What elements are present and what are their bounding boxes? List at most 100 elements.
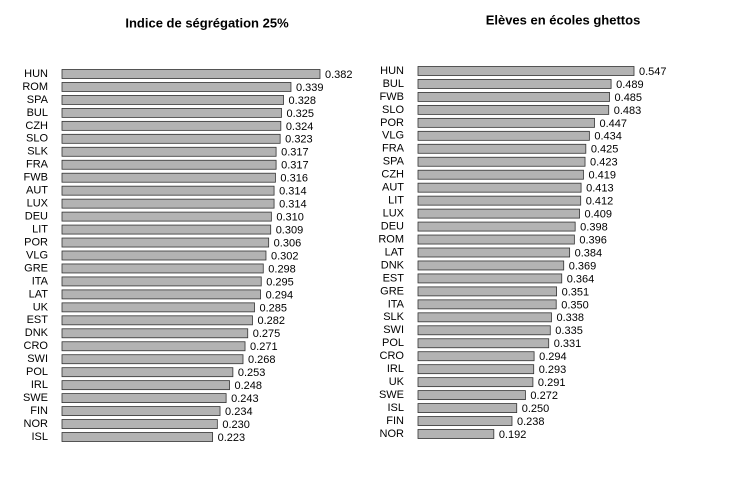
bar [61,69,321,79]
value-label: 0.316 [280,173,308,185]
bar [417,364,535,375]
bar [417,286,558,297]
bar [417,208,580,219]
bar [417,117,595,128]
value-label: 0.413 [586,183,614,195]
category-label: HUN [24,68,48,80]
bar [417,156,586,167]
bar [417,66,635,76]
category-label: LIT [388,195,404,207]
value-label: 0.268 [248,354,276,366]
category-label: HUN [380,65,404,77]
bar [417,247,571,258]
category-label: ISL [387,402,404,414]
category-label: FWB [24,172,48,184]
category-label: ITA [32,275,49,287]
value-label: 0.317 [281,160,309,172]
category-label: UK [389,376,405,388]
value-label: 0.250 [522,403,550,415]
value-label: 0.285 [259,302,287,314]
bar [61,159,277,170]
value-label: 0.230 [222,419,250,431]
bar [417,79,612,89]
value-label: 0.409 [585,209,613,221]
value-label: 0.271 [250,341,278,353]
category-label: POR [24,236,48,248]
bar [61,406,221,416]
category-label: ROM [378,233,404,245]
bar [61,328,249,339]
bar [417,182,582,193]
value-label: 0.325 [287,108,315,120]
bar [61,82,292,92]
value-label: 0.294 [266,289,294,301]
bar [61,354,244,365]
value-label: 0.396 [579,234,607,246]
category-label: FRA [382,143,405,155]
bar [417,92,610,102]
value-label: 0.314 [279,186,307,198]
value-label: 0.323 [285,134,313,146]
bar [61,367,234,378]
bar [61,276,262,287]
panel: Elèves en écoles ghettos HUN 0.547 BUL 0.48… [378,12,666,440]
category-label: EST [383,272,405,284]
category-label: GRE [380,285,404,297]
category-label: VLG [382,130,404,142]
bar [61,198,275,209]
bar [61,315,253,326]
category-label: IRL [387,363,404,375]
value-label: 0.339 [296,82,324,94]
bar [61,393,227,404]
bar [417,338,550,349]
category-label: LAT [29,288,49,300]
bar [61,419,218,429]
value-label: 0.447 [600,118,628,130]
value-label: 0.351 [562,286,590,298]
category-label: DNK [381,259,405,271]
category-label: LAT [385,246,405,258]
value-label: 0.324 [286,121,314,133]
bar [417,195,582,206]
value-label: 0.331 [554,338,582,350]
value-label: 0.272 [530,390,558,402]
value-label: 0.248 [234,380,262,392]
value-label: 0.293 [539,364,567,376]
value-label: 0.364 [567,273,595,285]
category-label: IRL [31,379,48,391]
value-label: 0.317 [281,147,309,159]
value-label: 0.434 [594,131,622,143]
bar [61,250,267,261]
value-label: 0.314 [279,199,307,211]
value-label: 0.294 [539,351,567,363]
category-label: ROM [22,81,48,93]
value-label: 0.425 [591,144,619,156]
value-label: 0.384 [575,247,603,259]
category-label: SWE [379,389,404,401]
value-label: 0.275 [253,328,281,340]
bar [61,211,272,222]
category-label: DNK [25,327,49,339]
category-label: SLO [26,133,48,145]
value-label: 0.335 [555,325,583,337]
category-label: LIT [32,223,48,235]
bar [417,130,590,141]
value-label: 0.328 [289,95,317,107]
category-label: DEU [381,220,404,232]
bar [417,104,610,115]
category-label: BUL [27,107,48,119]
value-label: 0.291 [538,377,566,389]
category-label: POL [382,337,404,349]
bar [61,95,284,105]
bar [61,289,261,300]
category-label: AUT [26,185,48,197]
bar [61,133,281,144]
value-label: 0.243 [231,393,259,405]
value-label: 0.483 [614,105,642,117]
value-label: 0.382 [325,69,353,81]
bar [417,221,576,232]
category-label: LUX [383,208,405,220]
category-label: AUT [382,182,404,194]
bar [417,416,513,426]
